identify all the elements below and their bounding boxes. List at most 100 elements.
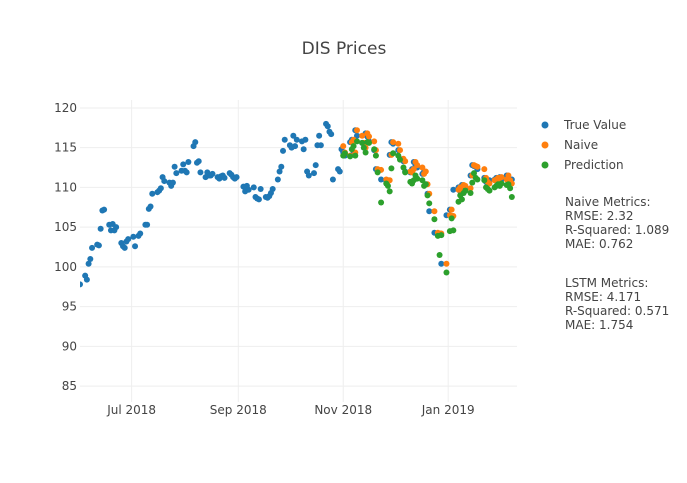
point-true-value[interactable]: [255, 196, 262, 203]
point-prediction[interactable]: [350, 143, 357, 150]
point-naive[interactable]: [395, 140, 402, 147]
point-true-value[interactable]: [316, 132, 323, 139]
point-prediction[interactable]: [474, 176, 481, 183]
point-true-value[interactable]: [180, 161, 187, 168]
point-true-value[interactable]: [169, 179, 176, 186]
point-true-value[interactable]: [324, 123, 331, 130]
point-prediction[interactable]: [486, 187, 493, 194]
point-naive[interactable]: [359, 132, 366, 139]
point-true-value[interactable]: [426, 208, 433, 215]
point-prediction[interactable]: [448, 215, 455, 222]
point-true-value[interactable]: [95, 242, 102, 249]
point-true-value[interactable]: [336, 168, 343, 175]
point-true-value[interactable]: [144, 221, 151, 228]
point-prediction[interactable]: [414, 175, 421, 182]
point-prediction[interactable]: [371, 146, 378, 153]
point-true-value[interactable]: [85, 260, 92, 267]
point-naive[interactable]: [448, 206, 455, 213]
point-prediction[interactable]: [352, 152, 359, 159]
point-naive[interactable]: [414, 162, 421, 169]
point-true-value[interactable]: [113, 224, 120, 231]
point-naive[interactable]: [505, 172, 512, 179]
point-true-value[interactable]: [329, 176, 336, 183]
point-prediction[interactable]: [436, 251, 443, 258]
point-true-value[interactable]: [290, 132, 297, 139]
point-prediction[interactable]: [481, 177, 488, 184]
point-true-value[interactable]: [257, 186, 264, 193]
point-true-value[interactable]: [305, 172, 312, 179]
point-naive[interactable]: [431, 208, 438, 215]
point-naive[interactable]: [498, 174, 505, 181]
point-true-value[interactable]: [438, 260, 445, 267]
point-true-value[interactable]: [209, 170, 216, 177]
point-prediction[interactable]: [426, 200, 433, 207]
point-naive[interactable]: [340, 143, 347, 150]
point-true-value[interactable]: [87, 255, 94, 262]
point-prediction[interactable]: [470, 170, 477, 177]
point-true-value[interactable]: [147, 203, 154, 210]
point-prediction[interactable]: [438, 232, 445, 239]
point-prediction[interactable]: [360, 144, 367, 151]
point-naive[interactable]: [474, 163, 481, 170]
point-true-value[interactable]: [302, 136, 309, 143]
point-true-value[interactable]: [137, 230, 144, 237]
point-true-value[interactable]: [89, 244, 96, 251]
point-true-value[interactable]: [278, 163, 285, 170]
point-prediction[interactable]: [402, 169, 409, 176]
legend-item-true-value[interactable]: True Value: [541, 118, 627, 132]
point-naive[interactable]: [467, 185, 474, 192]
point-true-value[interactable]: [276, 168, 283, 175]
point-prediction[interactable]: [378, 199, 385, 206]
point-true-value[interactable]: [192, 139, 199, 146]
legend-item-prediction[interactable]: Prediction: [541, 158, 624, 172]
point-prediction[interactable]: [422, 181, 429, 188]
point-naive[interactable]: [353, 127, 360, 134]
point-true-value[interactable]: [233, 174, 240, 181]
point-true-value[interactable]: [378, 176, 385, 183]
point-prediction[interactable]: [424, 192, 431, 199]
point-naive[interactable]: [422, 168, 429, 175]
point-true-value[interactable]: [269, 186, 276, 193]
point-naive[interactable]: [390, 139, 397, 146]
point-true-value[interactable]: [274, 176, 281, 183]
point-true-value[interactable]: [353, 132, 360, 139]
point-prediction[interactable]: [450, 227, 457, 234]
point-true-value[interactable]: [450, 186, 457, 193]
point-true-value[interactable]: [171, 163, 178, 170]
point-true-value[interactable]: [195, 158, 202, 165]
point-prediction[interactable]: [362, 149, 369, 156]
point-prediction[interactable]: [353, 138, 360, 145]
point-prediction[interactable]: [388, 165, 395, 172]
point-true-value[interactable]: [125, 236, 132, 243]
point-naive[interactable]: [410, 166, 417, 173]
point-true-value[interactable]: [221, 174, 228, 181]
point-true-value[interactable]: [121, 244, 128, 251]
legend-item-naive[interactable]: Naive: [541, 138, 599, 152]
point-prediction[interactable]: [419, 177, 426, 184]
point-true-value[interactable]: [173, 170, 180, 177]
point-naive[interactable]: [397, 147, 404, 154]
point-prediction[interactable]: [469, 179, 476, 186]
point-true-value[interactable]: [293, 136, 300, 143]
point-true-value[interactable]: [250, 184, 257, 191]
point-naive[interactable]: [462, 182, 469, 189]
point-true-value[interactable]: [185, 158, 192, 165]
point-prediction[interactable]: [443, 269, 450, 276]
point-prediction[interactable]: [386, 188, 393, 195]
point-true-value[interactable]: [149, 190, 156, 197]
point-true-value[interactable]: [157, 185, 164, 192]
point-prediction[interactable]: [507, 185, 514, 192]
point-true-value[interactable]: [183, 169, 190, 176]
point-true-value[interactable]: [280, 147, 287, 154]
point-prediction[interactable]: [508, 193, 515, 200]
point-prediction[interactable]: [400, 164, 407, 171]
point-naive[interactable]: [402, 158, 409, 165]
point-naive[interactable]: [371, 138, 378, 145]
point-true-value[interactable]: [101, 206, 108, 213]
point-true-value[interactable]: [132, 243, 139, 250]
point-true-value[interactable]: [281, 136, 288, 143]
point-prediction[interactable]: [431, 216, 438, 223]
point-true-value[interactable]: [310, 170, 317, 177]
point-naive[interactable]: [481, 166, 488, 173]
point-prediction[interactable]: [366, 139, 373, 146]
